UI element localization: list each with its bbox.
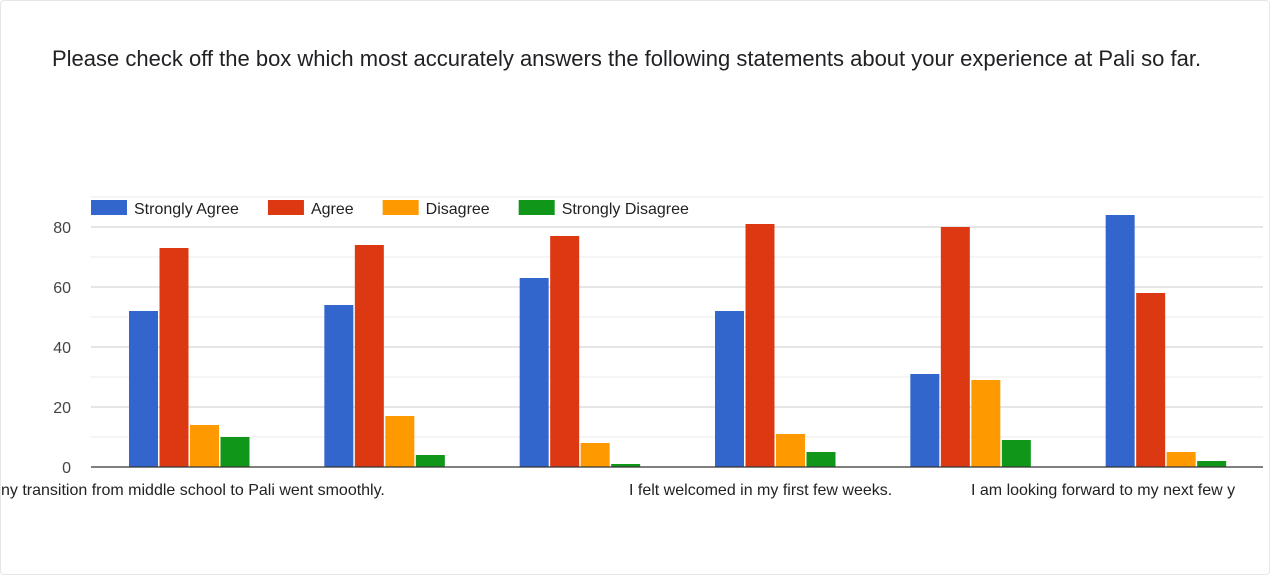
bar-strongly-agree[interactable]	[129, 311, 158, 467]
bar-agree[interactable]	[354, 245, 384, 467]
legend-label: Disagree	[426, 201, 490, 218]
bar-strongly-disagree[interactable]	[415, 455, 445, 467]
bar-agree[interactable]	[745, 224, 775, 467]
y-tick-label: 40	[53, 340, 71, 357]
bar-disagree[interactable]	[1166, 452, 1196, 467]
legend-label: Strongly Agree	[134, 201, 239, 218]
bar-disagree[interactable]	[580, 443, 610, 467]
legend-swatch	[267, 200, 304, 215]
bar-strongly-disagree[interactable]	[1001, 440, 1031, 467]
bar-strongly-disagree[interactable]	[806, 452, 836, 467]
x-category-label: ny transition from middle school to Pali…	[1, 482, 385, 499]
legend-swatch	[382, 200, 419, 215]
legend-label: Agree	[311, 201, 354, 218]
bar-agree[interactable]	[940, 227, 970, 467]
x-category-label: I felt welcomed in my first few weeks.	[629, 482, 892, 499]
bar-agree[interactable]	[1136, 293, 1166, 467]
legend: Strongly Agree Agree Disagree Strongly Disa…	[91, 200, 689, 218]
bar-disagree[interactable]	[190, 425, 219, 467]
bar-strongly-agree[interactable]	[519, 278, 549, 467]
x-category-label: I am looking forward to my next few y	[971, 482, 1235, 499]
bar-disagree[interactable]	[971, 380, 1001, 467]
x-axis-labels: ny transition from middle school to Pali…	[1, 482, 1235, 499]
bar-agree[interactable]	[159, 248, 189, 467]
bars	[129, 215, 1227, 467]
grid-lines	[91, 196, 1263, 438]
y-tick-label: 20	[53, 400, 71, 417]
legend-item-disagree[interactable]: Disagree	[382, 200, 490, 218]
legend-label: Strongly Disagree	[562, 201, 689, 218]
legend-item-agree[interactable]: Agree	[267, 200, 354, 218]
bar-strongly-agree[interactable]	[910, 374, 940, 467]
y-tick-label: 60	[53, 280, 71, 297]
bar-agree[interactable]	[550, 236, 580, 467]
y-tick-label: 0	[62, 460, 71, 477]
y-tick-label: 80	[53, 220, 71, 237]
bar-strongly-agree[interactable]	[715, 311, 744, 467]
legend-item-strongly-agree[interactable]: Strongly Agree	[91, 200, 239, 218]
legend-swatch	[91, 200, 127, 215]
bar-disagree[interactable]	[385, 416, 415, 467]
bar-strongly-disagree[interactable]	[220, 437, 250, 467]
bar-strongly-disagree[interactable]	[611, 464, 641, 467]
bar-strongly-agree[interactable]	[1105, 215, 1135, 467]
legend-item-strongly-disagree[interactable]: Strongly Disagree	[518, 200, 689, 218]
y-axis-ticks: 0 20 40 60 80	[53, 220, 71, 477]
question-title: Please check off the box which most accu…	[52, 46, 1202, 71]
bar-disagree[interactable]	[776, 434, 805, 467]
bar-strongly-disagree[interactable]	[1197, 461, 1227, 467]
bar-strongly-agree[interactable]	[324, 305, 354, 467]
legend-swatch	[518, 200, 555, 215]
